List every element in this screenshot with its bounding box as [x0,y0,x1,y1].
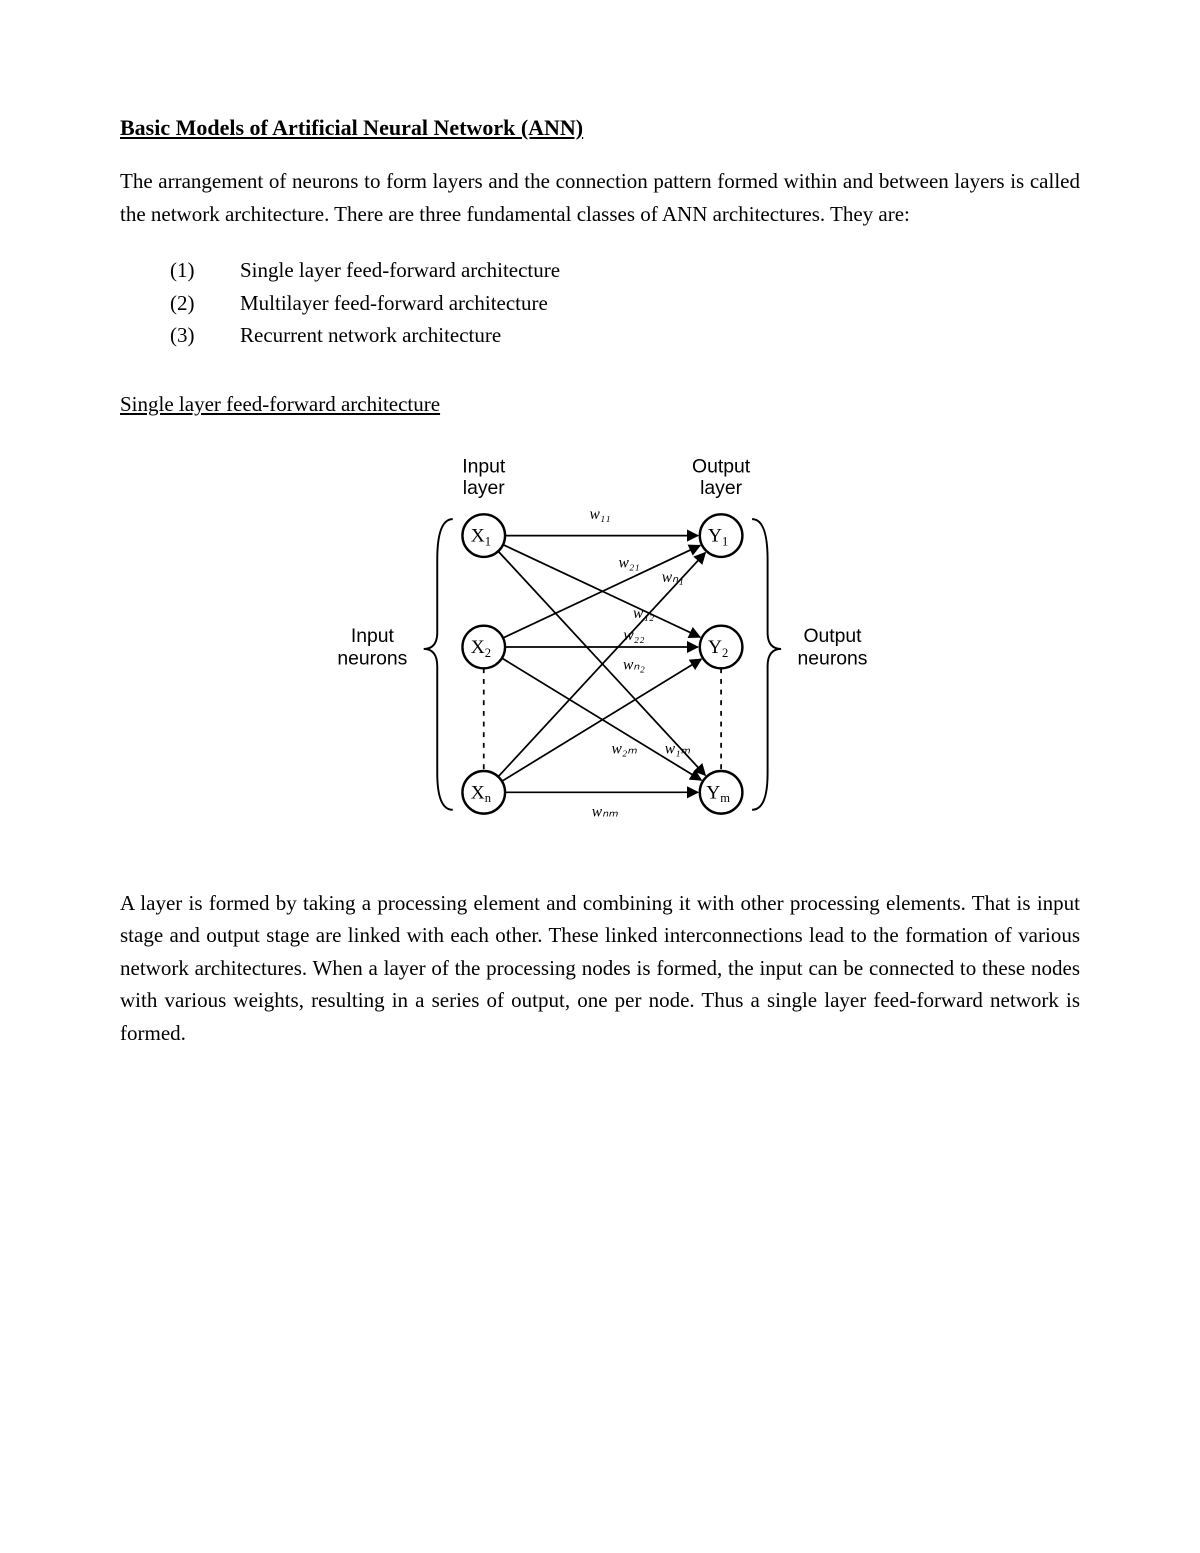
body-paragraph: A layer is formed by taking a processing… [120,887,1080,1050]
output-neurons-label-2: neurons [798,647,868,669]
weight-label-0: w₁₁ [589,506,610,523]
left-brace [424,519,453,810]
weight-label-3: w₁₂ [633,605,655,622]
weight-label-2: wₙ₁ [662,569,684,586]
input-layer-label: Input [462,455,506,477]
list-number: (2) [170,287,240,320]
weights-group: w₁₁ w₂₁ wₙ₁ w₁₂ w₂₂ wₙ₂ w₁ₘ w₂ₘ wₙₘ [589,506,690,820]
output-layer-label: Output [692,455,751,477]
architecture-list: (1) Single layer feed-forward architectu… [170,254,1080,352]
weight-label-6: w₁ₘ [665,740,691,757]
list-text: Recurrent network architecture [240,319,501,352]
list-number: (1) [170,254,240,287]
list-item: (3) Recurrent network architecture [170,319,1080,352]
weight-label-7: w₂ₘ [612,740,638,757]
right-brace [752,519,781,810]
input-neurons-label-2: neurons [337,647,407,669]
output-layer-label-2: layer [700,477,743,499]
network-diagram: Input layer Output layer Input neurons O… [290,437,910,857]
weight-label-8: wₙₘ [592,803,619,820]
list-text: Single layer feed-forward architecture [240,254,560,287]
diagram-container: Input layer Output layer Input neurons O… [120,437,1080,857]
weight-label-1: w₂₁ [619,554,640,571]
list-item: (2) Multilayer feed-forward architecture [170,287,1080,320]
weight-label-4: w₂₂ [623,627,645,644]
section-subtitle: Single layer feed-forward architecture [120,392,1080,417]
list-text: Multilayer feed-forward architecture [240,287,548,320]
intro-paragraph: The arrangement of neurons to form layer… [120,165,1080,230]
page-title: Basic Models of Artificial Neural Networ… [120,115,1080,141]
output-neurons-label: Output [803,625,862,647]
list-number: (3) [170,319,240,352]
weight-label-5: wₙ₂ [623,656,646,673]
list-item: (1) Single layer feed-forward architectu… [170,254,1080,287]
input-neurons-label: Input [351,625,395,647]
input-layer-label-2: layer [463,477,506,499]
